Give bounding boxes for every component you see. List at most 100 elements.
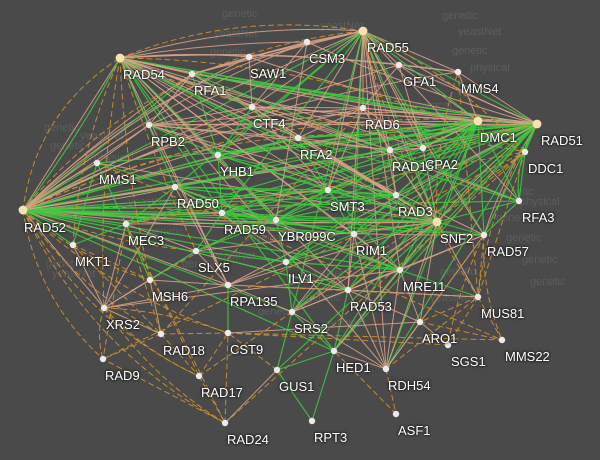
edge-yeastNet[interactable] bbox=[22, 189, 329, 211]
edge-physical[interactable] bbox=[389, 120, 479, 151]
edge-physical[interactable] bbox=[353, 233, 387, 370]
edge-genetic[interactable] bbox=[22, 209, 151, 281]
graph-node[interactable] bbox=[294, 134, 302, 142]
edge-genetic[interactable] bbox=[419, 321, 503, 341]
edge-yeastNet[interactable] bbox=[191, 73, 520, 202]
graph-node[interactable] bbox=[282, 258, 290, 266]
edge-physical[interactable] bbox=[419, 321, 449, 346]
edge-physical[interactable] bbox=[291, 289, 349, 313]
edge-yeastNet[interactable] bbox=[72, 162, 98, 246]
edge-physical[interactable] bbox=[389, 149, 397, 196]
edge-physical[interactable] bbox=[251, 106, 364, 109]
graph-node[interactable] bbox=[69, 241, 77, 249]
edge-physical[interactable] bbox=[227, 284, 293, 313]
edge-physical[interactable] bbox=[119, 57, 364, 109]
edge-physical[interactable] bbox=[291, 311, 387, 370]
edge-physical[interactable] bbox=[362, 107, 391, 151]
edge-yeastNet[interactable] bbox=[333, 123, 538, 352]
graph-node[interactable] bbox=[192, 247, 200, 255]
edge-physical[interactable] bbox=[422, 147, 438, 223]
edge-physical[interactable] bbox=[385, 269, 401, 370]
edge-genetic[interactable] bbox=[457, 71, 479, 298]
edge-physical[interactable] bbox=[119, 57, 299, 139]
edge-physical[interactable] bbox=[385, 321, 421, 370]
edge-yeastNet[interactable] bbox=[119, 57, 223, 214]
edge-genetic[interactable] bbox=[99, 307, 105, 360]
edge-physical[interactable] bbox=[347, 289, 421, 323]
edge-yeastNet[interactable] bbox=[22, 209, 355, 235]
edge-genetic[interactable] bbox=[102, 223, 127, 360]
edge-yeastNet[interactable] bbox=[119, 57, 397, 196]
edge-yeastNet[interactable] bbox=[22, 154, 219, 211]
edge-physical[interactable] bbox=[148, 124, 397, 196]
graph-node[interactable] bbox=[473, 116, 483, 126]
graph-node[interactable] bbox=[474, 293, 482, 301]
edge-yeastNet[interactable] bbox=[148, 124, 219, 156]
edge-physical[interactable] bbox=[22, 57, 121, 211]
edge-genetic[interactable] bbox=[102, 57, 121, 309]
edge-genetic[interactable] bbox=[227, 332, 278, 371]
edge-yeastNet[interactable] bbox=[276, 221, 438, 371]
edge-yeastNet[interactable] bbox=[221, 212, 401, 271]
edge-yeastNet[interactable] bbox=[399, 123, 538, 271]
edge-yeastNet[interactable] bbox=[217, 154, 397, 196]
edge-physical[interactable] bbox=[227, 261, 287, 286]
edge-yeastNet[interactable] bbox=[221, 212, 287, 263]
graph-node[interactable] bbox=[498, 336, 506, 344]
edge-yeastNet[interactable] bbox=[285, 261, 293, 313]
edge-physical[interactable] bbox=[148, 73, 193, 126]
edge-yeastNet[interactable] bbox=[285, 233, 355, 263]
edge-genetic[interactable] bbox=[119, 57, 197, 252]
graph-node[interactable] bbox=[392, 191, 400, 199]
edge-genetic[interactable] bbox=[119, 24, 364, 59]
edge-genetic[interactable] bbox=[419, 296, 479, 323]
edge-genetic[interactable] bbox=[227, 332, 503, 341]
edge-physical[interactable] bbox=[385, 221, 438, 370]
edge-yeastNet[interactable] bbox=[353, 194, 397, 235]
edge-yeastNet[interactable] bbox=[22, 200, 520, 211]
graph-node[interactable] bbox=[273, 366, 281, 374]
edge-yeastNet[interactable] bbox=[217, 30, 364, 156]
graph-node[interactable] bbox=[419, 144, 427, 152]
edge-physical[interactable] bbox=[103, 186, 176, 309]
graph-node[interactable] bbox=[454, 68, 462, 76]
graph-node[interactable] bbox=[480, 231, 488, 239]
edge-physical[interactable] bbox=[347, 233, 355, 291]
edge-physical[interactable] bbox=[227, 123, 538, 286]
edge-genetic[interactable] bbox=[149, 279, 162, 335]
edge-genetic[interactable] bbox=[103, 307, 200, 377]
graph-node[interactable] bbox=[93, 159, 101, 167]
edge-physical[interactable] bbox=[22, 124, 150, 211]
edge-genetic[interactable] bbox=[447, 296, 479, 346]
edge-yeastNet[interactable] bbox=[327, 189, 355, 235]
edge-physical[interactable] bbox=[398, 64, 479, 122]
edge-yeastNet[interactable] bbox=[285, 261, 349, 291]
edge-yeastNet[interactable] bbox=[217, 154, 277, 221]
edge-yeastNet[interactable] bbox=[125, 186, 176, 225]
edge-physical[interactable] bbox=[174, 186, 349, 291]
edge-genetic[interactable] bbox=[333, 350, 397, 415]
edge-physical[interactable] bbox=[195, 250, 229, 286]
edge-yeastNet[interactable] bbox=[291, 120, 479, 313]
edge-yeastNet[interactable] bbox=[125, 120, 479, 225]
edge-physical[interactable] bbox=[398, 64, 424, 149]
edge-physical[interactable] bbox=[333, 269, 401, 352]
edge-physical[interactable] bbox=[148, 107, 364, 126]
edge-yeastNet[interactable] bbox=[477, 120, 485, 236]
edge-genetic[interactable] bbox=[477, 296, 503, 341]
graph-node[interactable] bbox=[396, 266, 404, 274]
graph-node[interactable] bbox=[521, 148, 529, 156]
edge-physical[interactable] bbox=[398, 64, 459, 73]
edge-yeastNet[interactable] bbox=[174, 186, 277, 221]
edge-genetic[interactable] bbox=[119, 57, 151, 281]
edge-physical[interactable] bbox=[362, 107, 424, 149]
edge-physical[interactable] bbox=[103, 307, 162, 335]
edge-genetic[interactable] bbox=[447, 234, 485, 346]
graph-node[interactable] bbox=[115, 53, 125, 63]
graph-node[interactable] bbox=[214, 151, 222, 159]
graph-node[interactable] bbox=[515, 197, 523, 205]
edge-yeastNet[interactable] bbox=[149, 250, 197, 281]
edge-genetic[interactable] bbox=[96, 162, 503, 341]
edge-physical[interactable] bbox=[362, 30, 401, 271]
edge-genetic[interactable] bbox=[103, 307, 229, 334]
